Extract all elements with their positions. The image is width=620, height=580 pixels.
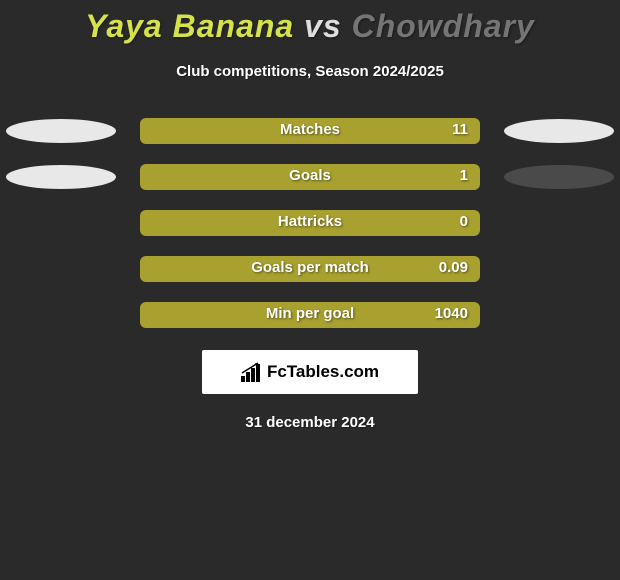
stat-row: Min per goal1040 <box>0 292 620 338</box>
snapshot-date: 31 december 2024 <box>0 414 620 431</box>
vs-text: vs <box>294 8 351 44</box>
stat-row: Goals per match0.09 <box>0 246 620 292</box>
stat-rows: Matches11 Goals1 Hattricks0 Goals per match… <box>0 108 620 338</box>
stat-label: Goals per match <box>140 259 480 276</box>
stat-label: Goals <box>140 167 480 184</box>
stat-value: 1040 <box>435 305 468 322</box>
stat-bar: Goals1 <box>140 164 480 190</box>
subtitle: Club competitions, Season 2024/2025 <box>0 63 620 80</box>
stat-bar: Goals per match0.09 <box>140 256 480 282</box>
right-oval <box>504 165 614 189</box>
stat-label: Min per goal <box>140 305 480 322</box>
stat-bar: Matches11 <box>140 118 480 144</box>
stat-label: Matches <box>140 121 480 138</box>
stat-row: Hattricks0 <box>0 200 620 246</box>
player-b-name: Chowdhary <box>352 8 535 44</box>
stat-value: 0 <box>460 213 468 230</box>
stat-value: 0.09 <box>439 259 468 276</box>
player-a-name: Yaya Banana <box>85 8 294 44</box>
fctables-logo-box: FcTables.com <box>202 350 418 394</box>
stat-label: Hattricks <box>140 213 480 230</box>
stat-row: Goals1 <box>0 154 620 200</box>
stat-row: Matches11 <box>0 108 620 154</box>
stat-bar: Hattricks0 <box>140 210 480 236</box>
stat-bar: Min per goal1040 <box>140 302 480 328</box>
left-oval <box>6 165 116 189</box>
right-oval <box>504 119 614 143</box>
left-oval <box>6 119 116 143</box>
stat-value: 1 <box>460 167 468 184</box>
fctables-logo-text: FcTables.com <box>267 362 379 382</box>
comparison-title: Yaya Banana vs Chowdhary <box>0 0 620 45</box>
bar-chart-icon <box>241 362 263 382</box>
stat-value: 11 <box>452 121 468 138</box>
